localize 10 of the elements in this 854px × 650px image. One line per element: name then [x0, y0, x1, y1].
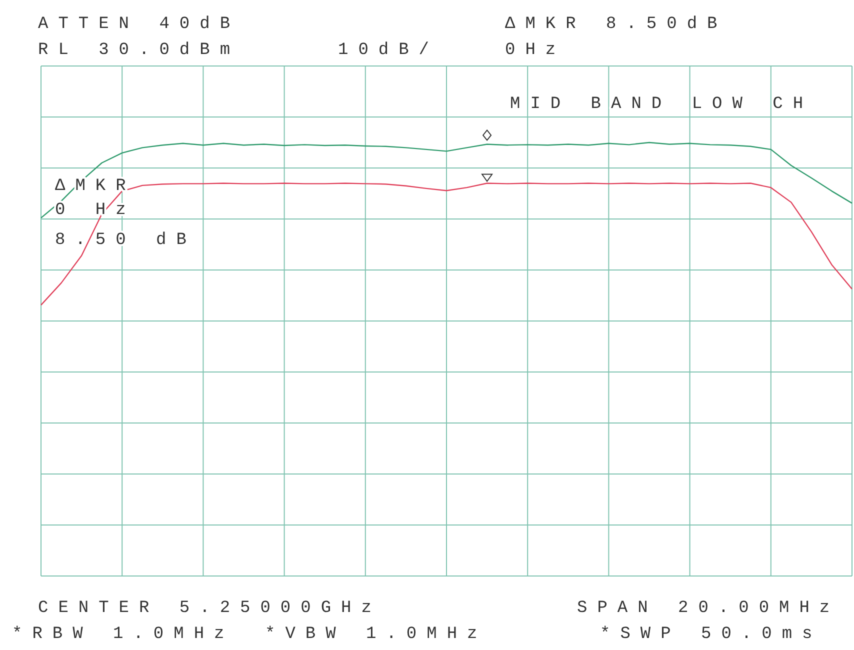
text: ATTEN 40dB	[38, 15, 240, 34]
text: *VBW 1.0MHz	[265, 625, 488, 644]
text: *SWP 50.0ms	[600, 625, 822, 644]
text: SPAN 20.00MHz	[577, 599, 840, 618]
text: CENTER 5.25000GHz	[38, 599, 382, 618]
text: 0Hz	[505, 41, 566, 60]
text: ΔMKR 8.50dB	[505, 15, 728, 34]
text: RL 30.0dBm	[38, 41, 240, 60]
text: 10dB/	[338, 41, 440, 60]
text: *RBW 1.0MHz	[12, 625, 234, 644]
